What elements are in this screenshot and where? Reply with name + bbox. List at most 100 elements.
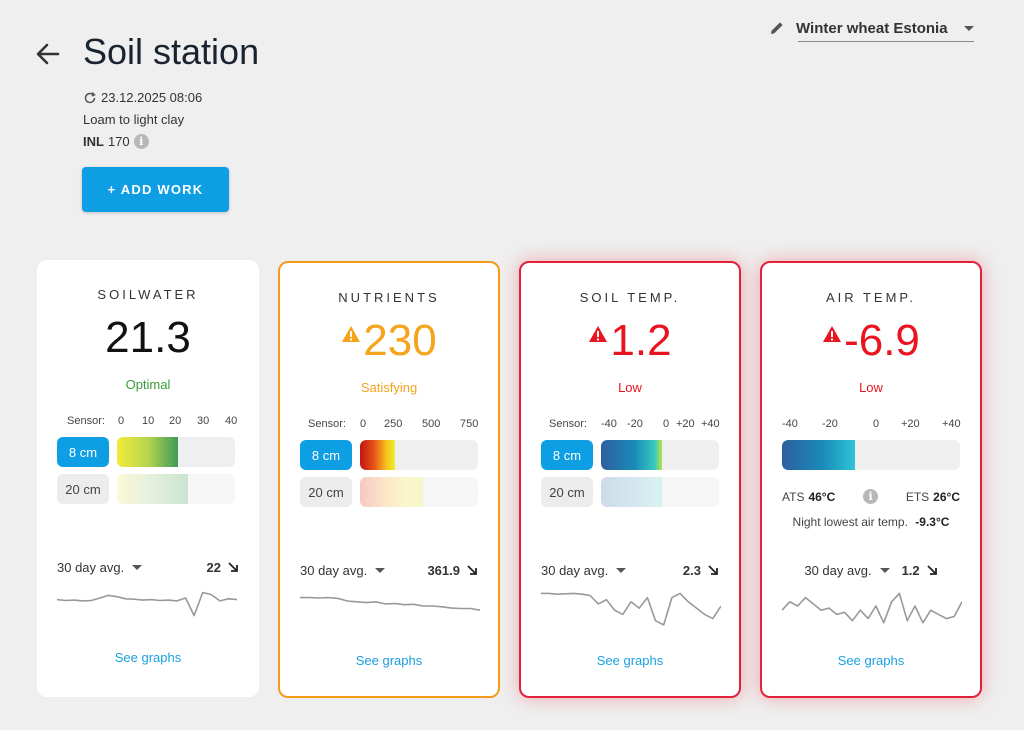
sensor-bar-fill: [601, 440, 663, 470]
scale-tick: -40: [601, 418, 617, 430]
sparkline: [300, 596, 480, 611]
card-value-wrap: 1.2: [521, 315, 739, 367]
last-updated: 23.12.2025 08:06: [83, 90, 202, 105]
depth-chip-20cm[interactable]: 20 cm: [57, 474, 109, 504]
card-status: Low: [618, 380, 642, 395]
see-graphs-link[interactable]: See graphs: [837, 653, 905, 668]
scale-tick: -20: [822, 418, 838, 430]
avg-label: 30 day avg.: [300, 562, 368, 578]
ats-ets-row: ATS 46°C i ETS 26°C: [782, 489, 960, 504]
sensor-bar: [360, 477, 478, 507]
sensor-bar-fill: [601, 477, 663, 507]
trend-down-arrow-icon: [708, 565, 718, 575]
depth-chip-20cm[interactable]: 20 cm: [300, 477, 352, 507]
ets-value: 26°C: [933, 489, 960, 504]
card-value: 21.3: [105, 313, 191, 362]
sparkline-path: [300, 596, 480, 611]
warning-triangle-icon: [823, 326, 842, 342]
avg-value-wrap: 361.9: [427, 563, 478, 578]
add-work-button[interactable]: + ADD WORK: [82, 167, 229, 212]
sensor-row-8cm: 8 cm: [300, 440, 478, 470]
avg-period-select[interactable]: 30 day avg.: [541, 563, 627, 578]
trend-down-arrow-icon: [927, 565, 937, 575]
scale-label: Sensor:: [549, 418, 587, 430]
avg-row: 30 day avg. 1.2: [782, 560, 960, 580]
sensor-bar-fill: [360, 440, 396, 470]
sparkline-path: [782, 592, 962, 624]
avg-period-select[interactable]: 30 day avg.: [300, 562, 386, 578]
depth-chip-20cm[interactable]: 20 cm: [541, 477, 593, 507]
sparkline-path: [541, 592, 721, 626]
night-lowest-temp: Night lowest air temp. -9.3°C: [762, 515, 980, 529]
scale-tick: 10: [142, 415, 155, 427]
scale-tick: 0: [663, 418, 670, 430]
card-value: 230: [363, 316, 437, 365]
sensor-bar: [601, 440, 719, 470]
avg-value-wrap: 22: [207, 560, 239, 575]
sensor-bar-fill: [360, 477, 423, 507]
info-icon[interactable]: i: [863, 489, 879, 504]
avg-value: 1.2: [901, 562, 920, 578]
sensor-bar-fill: [117, 437, 179, 467]
air-temp-bar: [782, 440, 960, 470]
sensor-bar: [360, 440, 478, 470]
scale-tick: 500: [422, 418, 441, 430]
sparkline: [541, 592, 721, 626]
back-arrow-icon[interactable]: [34, 40, 62, 68]
warning-triangle-icon: [342, 326, 361, 342]
scale-tick: 30: [197, 415, 210, 427]
card-value: -6.9: [844, 316, 920, 365]
avg-label: 30 day avg.: [804, 562, 872, 578]
chevron-down-icon: [375, 567, 386, 573]
card-title: SOILWATER: [97, 287, 199, 302]
info-icon[interactable]: i: [133, 134, 149, 149]
sparkline: [782, 592, 962, 624]
sensor-row-8cm: 8 cm: [541, 440, 719, 470]
card-value-wrap: -6.9: [762, 315, 980, 367]
soil-type: Loam to light clay: [83, 112, 185, 127]
scale-tick: 20: [169, 415, 182, 427]
card-title: SOIL TEMP.: [579, 290, 681, 305]
avg-value: 2.3: [682, 562, 701, 578]
field-selector[interactable]: Winter wheat Estonia: [768, 14, 974, 42]
see-graphs-link[interactable]: See graphs: [596, 653, 664, 668]
see-graphs-link[interactable]: See graphs: [114, 650, 182, 665]
ats-label: ATS: [782, 489, 805, 504]
chevron-down-icon: [963, 25, 974, 31]
scale-label: Sensor:: [67, 415, 105, 427]
scale-tick: 250: [384, 418, 403, 430]
avg-period-select[interactable]: 30 day avg.: [804, 562, 890, 578]
sensor-bar: [117, 474, 235, 504]
field-selector-label: Winter wheat Estonia: [796, 19, 948, 37]
pencil-icon[interactable]: [768, 19, 786, 37]
avg-period-select[interactable]: 30 day avg.: [57, 560, 143, 575]
avg-value-wrap: 1.2: [902, 563, 938, 578]
chevron-down-icon: [879, 567, 890, 573]
see-graphs-link[interactable]: See graphs: [355, 653, 423, 668]
scale-tick: -40: [782, 418, 798, 430]
inl-value: 170: [107, 134, 130, 149]
soil-temp-card: SOIL TEMP. 1.2 Low Sensor: -40 -20 0 +20…: [519, 261, 741, 698]
card-status: Low: [859, 380, 883, 395]
warning-triangle-icon: [589, 326, 608, 342]
avg-row: 30 day avg. 2.3: [541, 560, 719, 580]
sensor-row-20cm: 20 cm: [300, 477, 478, 507]
night-value: -9.3°C: [915, 515, 950, 529]
refresh-icon[interactable]: [83, 91, 97, 105]
scale-tick: +40: [701, 418, 720, 430]
avg-value: 361.9: [427, 562, 460, 578]
scale-tick: +20: [901, 418, 920, 430]
depth-chip-8cm[interactable]: 8 cm: [300, 440, 352, 470]
ets-label: ETS: [905, 489, 930, 504]
soilwater-card: SOILWATER 21.3 Optimal Sensor: 0 10 20 3…: [37, 260, 259, 697]
depth-chip-8cm[interactable]: 8 cm: [541, 440, 593, 470]
timestamp: 23.12.2025 08:06: [101, 90, 203, 105]
scale-tick: 40: [225, 415, 238, 427]
inl-label: INL: [83, 134, 104, 149]
card-value-wrap: 230: [280, 315, 498, 367]
sensor-bar-fill: [117, 474, 188, 504]
depth-chip-8cm[interactable]: 8 cm: [57, 437, 109, 467]
ats-value: 46°C: [808, 489, 836, 504]
sparkline-path: [57, 591, 237, 617]
scale-tick: 0: [360, 418, 367, 430]
